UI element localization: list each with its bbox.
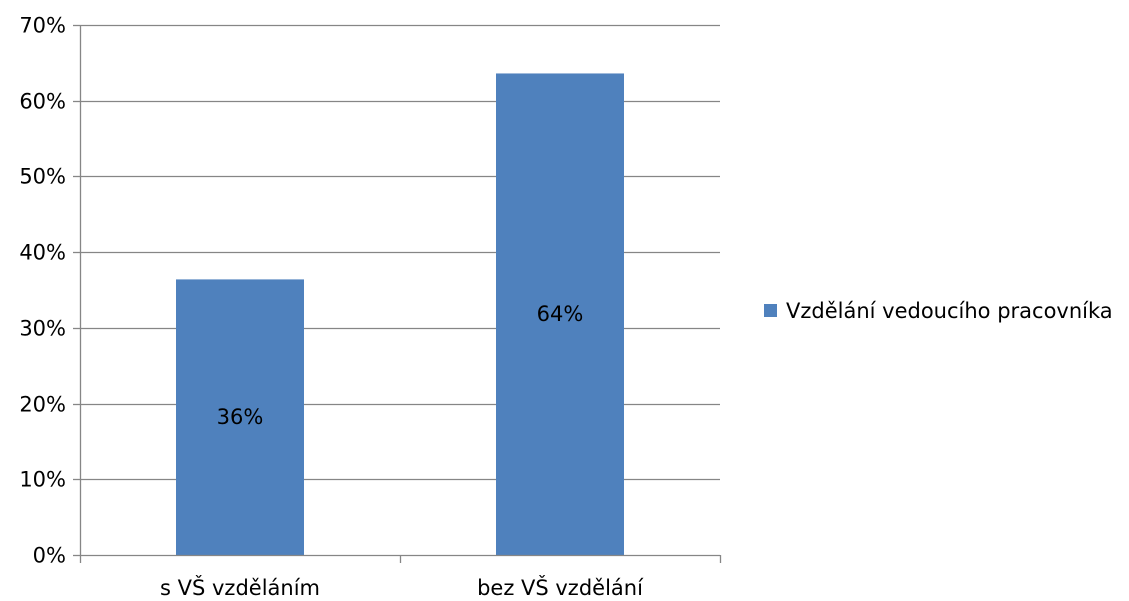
bar: [176, 279, 304, 555]
y-tick-label: 20%: [19, 393, 66, 417]
bar: [496, 73, 624, 555]
y-tick-label: 40%: [19, 241, 66, 265]
data-label: 64%: [537, 302, 584, 326]
y-tick-label: 50%: [19, 165, 66, 189]
axes: [73, 24, 722, 563]
y-tick-label: 70%: [19, 14, 66, 38]
x-tick-label: bez VŠ vzdělání: [477, 575, 644, 600]
y-tick-labels: 0% 10% 20% 30% 40% 50% 60% 70%: [19, 14, 66, 568]
x-tick-labels: s VŠ vzděláním bez VŠ vzdělání: [160, 575, 644, 600]
legend-swatch: [764, 304, 777, 317]
y-tick-label: 0%: [33, 544, 66, 568]
x-tick-label: s VŠ vzděláním: [160, 575, 320, 600]
data-label: 36%: [217, 405, 264, 429]
y-tick-label: 60%: [19, 90, 66, 114]
y-tick-label: 10%: [19, 468, 66, 492]
legend-series-label: Vzdělání vedoucího pracovníka: [786, 299, 1113, 323]
bars: [176, 73, 624, 555]
y-tick-label: 30%: [19, 317, 66, 341]
data-labels: 36% 64%: [217, 302, 584, 429]
legend: Vzdělání vedoucího pracovníka: [764, 299, 1113, 323]
